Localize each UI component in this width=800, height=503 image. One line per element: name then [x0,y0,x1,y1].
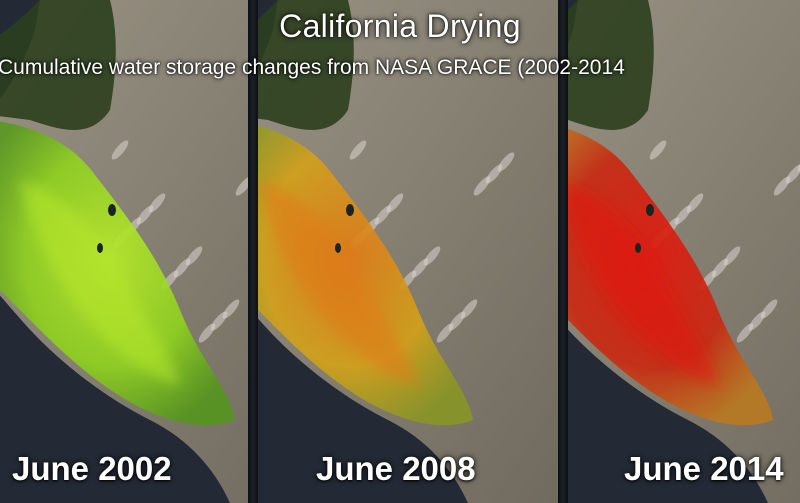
page-title: California Drying [279,8,521,44]
map-image [258,0,558,503]
panel-divider [248,0,258,503]
map-panel-2014 [568,0,800,503]
page-subtitle: Cumulative water storage changes from NA… [0,56,625,79]
map-panel-2002 [0,0,248,503]
panel-label-2008: June 2008 [316,450,476,487]
panel-label-2014: June 2014 [624,450,784,487]
map-image [0,0,248,503]
map-image [568,0,800,503]
panel-divider [558,0,568,503]
panel-label-2002: June 2002 [12,450,172,487]
map-panel-2008 [258,0,558,503]
